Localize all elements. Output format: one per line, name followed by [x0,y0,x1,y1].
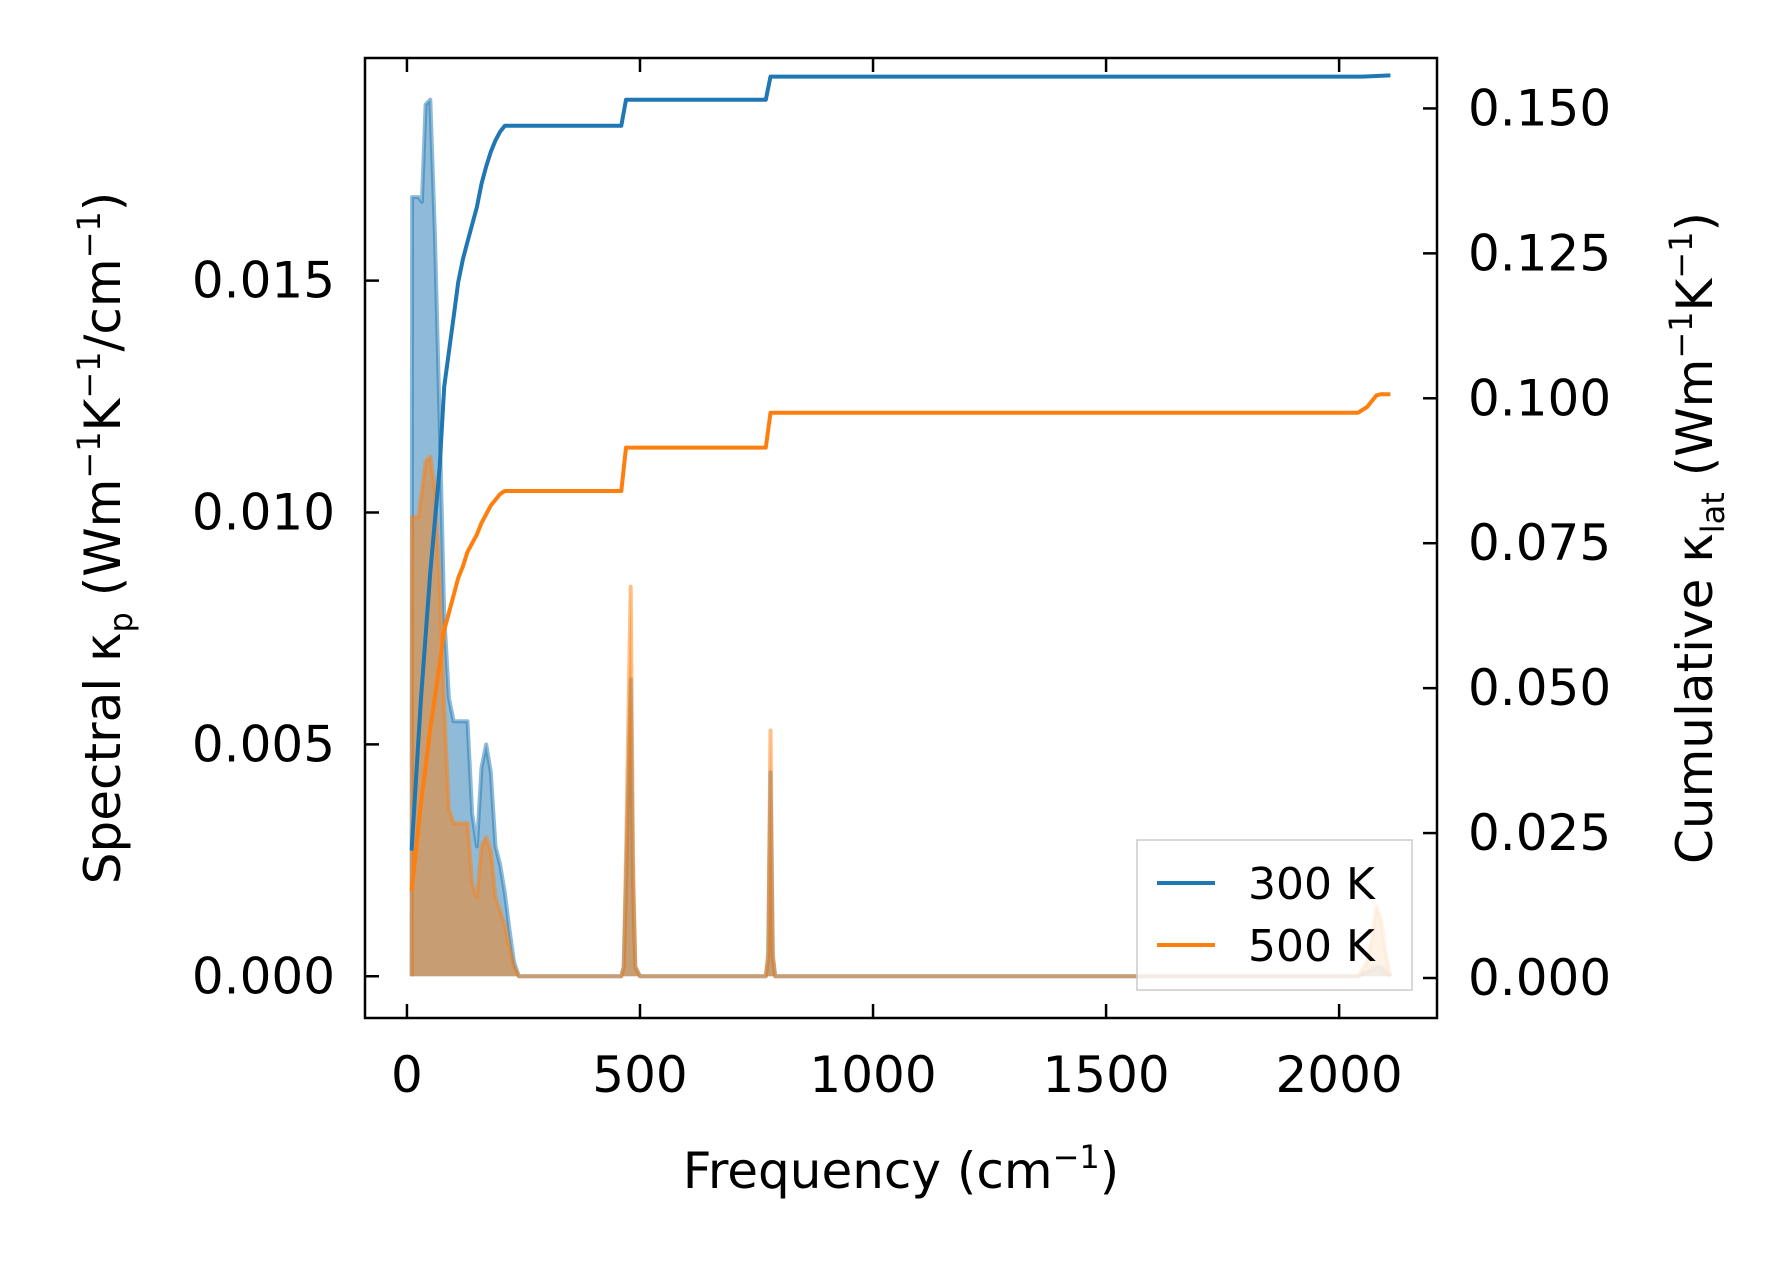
x-tick-label: 2000 [1275,1046,1402,1104]
legend-label-500k: 500 K [1248,921,1376,972]
spectral-line-500k [409,454,1393,979]
legend-label-300k: 300 K [1248,859,1376,910]
left-y-axis-label: Spectral κp (Wm−1K−1/cm−1) [70,192,140,885]
left-y-tick-label: 0.015 [192,252,335,310]
cumulative-line-500k [409,392,1391,892]
right-y-tick-label: 0.000 [1468,949,1611,1007]
right-y-tick-label: 0.150 [1468,79,1611,137]
right-y-axis: 0.000 0.025 0.050 0.075 0.100 0.125 0.150 [1423,79,1611,1007]
legend: 300 K 500 K [1136,839,1413,991]
right-y-tick-label: 0.125 [1468,224,1611,282]
x-axis-label: Frequency (cm−1) [683,1138,1120,1200]
legend-box [1136,839,1413,991]
x-tick-label: 1500 [1042,1046,1169,1104]
left-y-tick-label: 0.005 [192,715,335,773]
right-y-tick-label: 0.100 [1468,369,1611,427]
right-y-axis-label: Cumulative κlat (Wm−1K−1) [1662,212,1732,864]
x-tick-label: 1000 [809,1046,936,1104]
x-axis: 0 500 1000 1500 2000 [391,58,1403,1104]
left-y-axis: 0.000 0.005 0.010 0.015 [192,252,379,1005]
right-y-tick-label: 0.050 [1468,659,1611,717]
x-tick-label: 500 [592,1046,687,1104]
cumulative-line-300k [409,73,1391,851]
left-y-tick-label: 0.010 [192,483,335,541]
x-tick-label: 0 [391,1046,423,1104]
right-y-tick-label: 0.075 [1468,514,1611,572]
right-y-tick-label: 0.025 [1468,804,1611,862]
plot-frame [363,56,1439,1020]
left-y-tick-label: 0.000 [192,947,335,1005]
series-layer [409,73,1393,979]
